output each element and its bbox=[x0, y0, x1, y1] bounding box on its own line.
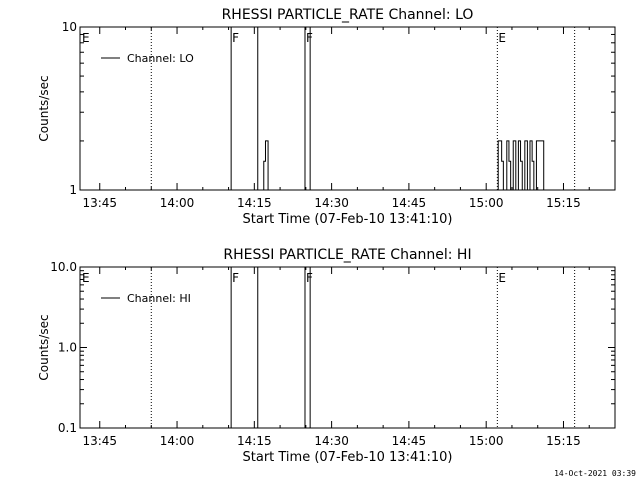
event-marker-label: E bbox=[82, 271, 90, 285]
y-tick-label: 0.1 bbox=[58, 421, 77, 435]
event-marker-label: F bbox=[306, 31, 313, 45]
x-tick-label: 15:15 bbox=[546, 196, 581, 210]
chart-title: RHESSI PARTICLE_RATE Channel: HI bbox=[223, 247, 471, 263]
x-tick-label: 15:00 bbox=[469, 434, 504, 448]
x-axis-label: Start Time (07-Feb-10 13:41:10) bbox=[243, 450, 453, 465]
x-tick-label: 14:30 bbox=[314, 434, 349, 448]
event-marker-label: E bbox=[498, 31, 506, 45]
chart-title: RHESSI PARTICLE_RATE Channel: LO bbox=[222, 7, 474, 23]
generation-timestamp: 14-Oct-2021 03:39 bbox=[554, 469, 636, 478]
y-tick-label: 1.0 bbox=[58, 341, 77, 355]
event-marker-label: F bbox=[232, 31, 239, 45]
x-axis-label: Start Time (07-Feb-10 13:41:10) bbox=[243, 212, 453, 227]
x-tick-label: 14:00 bbox=[160, 434, 195, 448]
chart-panel-2: RHESSI PARTICLE_RATE Channel: HI Counts/s… bbox=[37, 247, 616, 465]
x-tick-label: 14:15 bbox=[237, 196, 272, 210]
series-line bbox=[263, 140, 545, 191]
legend-label: Channel: LO bbox=[127, 52, 194, 65]
event-marker-label: F bbox=[232, 271, 239, 285]
chart-panel-1: RHESSI PARTICLE_RATE Channel: LO Counts/s… bbox=[37, 7, 616, 227]
x-tick-label: 14:45 bbox=[392, 196, 427, 210]
x-tick-label: 15:00 bbox=[469, 196, 504, 210]
event-marker-label: E bbox=[82, 31, 90, 45]
y-axis-label: Counts/sec bbox=[37, 314, 51, 380]
y-tick-label: 1 bbox=[69, 183, 77, 197]
event-marker-label: E bbox=[498, 271, 506, 285]
x-tick-label: 14:45 bbox=[392, 434, 427, 448]
y-tick-label: 10 bbox=[62, 20, 77, 34]
legend-label: Channel: HI bbox=[127, 292, 191, 305]
x-tick-label: 14:30 bbox=[314, 196, 349, 210]
event-marker-label: F bbox=[306, 271, 313, 285]
x-tick-label: 14:15 bbox=[237, 434, 272, 448]
x-tick-label: 13:45 bbox=[82, 196, 117, 210]
x-tick-label: 14:00 bbox=[160, 196, 195, 210]
x-tick-label: 13:45 bbox=[82, 434, 117, 448]
y-axis-label: Counts/sec bbox=[37, 75, 51, 141]
x-tick-label: 15:15 bbox=[546, 434, 581, 448]
y-tick-label: 10.0 bbox=[50, 260, 77, 274]
